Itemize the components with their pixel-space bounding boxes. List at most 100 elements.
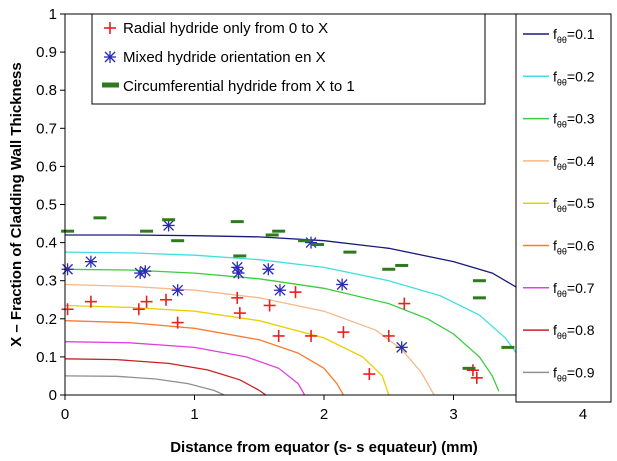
x-tick-label-3: 3 [449,406,457,423]
circumferential-point-17 [462,366,476,370]
curve-legend-symbol: f [553,238,557,254]
marker-legend-box [91,13,486,105]
curve-legend-entry-1: fθθ=0.2 [523,68,595,87]
radial-point-17 [470,371,483,384]
x-tick-label-0: 0 [61,406,69,423]
radial-point-9 [272,329,285,342]
circumferential-point-10 [311,243,325,247]
mixed-point-11 [336,278,349,291]
marker-legend-symbol-radial [104,22,116,34]
circumferential-point-8 [272,229,286,233]
dash-bar [233,254,247,258]
y-tick-label-10: 1 [49,6,57,23]
y-tick-label-6: 0.6 [36,158,57,175]
curve-legend-entry-6: fθθ=0.7 [523,280,595,299]
curve-legend-symbol: f [553,68,557,84]
mixed-point-12 [395,341,408,354]
marker-legend-entry-mixed: Mixed hydride orientation en X [104,49,326,66]
curve-legend-subscript: θθ [557,204,567,214]
circumferential-point-4 [171,239,185,243]
curve-legend-entry-2: fθθ=0.3 [523,111,595,130]
x-axis-title: Distance from equator (s- s equateur) (m… [170,439,478,456]
dash-bar [395,263,409,267]
radial-point-5 [171,316,184,329]
radial-point-7 [233,307,246,320]
marker-legend: Radial hydride only from 0 to X Mixed hyd… [91,13,486,105]
asterisk-stroke-d2 [396,341,408,353]
curve-legend-symbol: f [553,322,557,338]
curve-legend-subscript: θθ [557,373,567,383]
y-tick-label-3: 0.3 [36,273,57,290]
mixed-point-1 [84,255,97,268]
dash-bar [265,233,279,237]
circumferential-point-15 [472,296,486,300]
curve-legend-symbol: f [553,153,557,169]
mixed-point-0 [61,263,74,276]
curve-legend-entry-4: fθθ=0.5 [523,195,595,214]
mixed-point-10 [305,236,318,249]
radial-point-11 [305,329,318,342]
marker-legend-label-mixed: Mixed hydride orientation en X [123,49,326,66]
curve-legend-entry-0: fθθ=0.1 [523,26,595,45]
curve-legend-label-2: fθθ=0.3 [553,111,595,130]
curve-legend-value: =0.2 [567,68,595,84]
curve-8 [64,375,225,396]
marker-legend-label-radial: Radial hydride only from 0 to X [123,20,328,37]
dash-bar [61,229,75,233]
asterisk-stroke-d2 [85,256,97,268]
curve-legend-value: =0.7 [567,280,595,296]
curve-legend-label-3: fθθ=0.4 [553,153,595,172]
curve-7 [64,358,267,396]
dash-bar [93,216,107,220]
circumferential-point-9 [298,239,312,243]
y-tick-label-0: 0 [49,387,57,404]
radial-point-2 [132,303,145,316]
curve-2 [64,268,500,392]
dash-bar [472,279,486,283]
curve-legend-subscript: θθ [557,77,567,87]
curve-legend-symbol: f [553,111,557,127]
dash-bar [162,218,176,222]
asterisk-stroke-d2 [262,263,274,275]
asterisk-stroke-d2 [305,237,317,249]
curve-legend-subscript: θθ [557,120,567,130]
circumferential-point-11 [343,250,357,254]
dash-bar [343,250,357,254]
marker-legend-symbol-circumferential [102,82,119,88]
y-tick-label-2: 0.2 [36,311,57,328]
asterisk-stroke-d2 [163,219,175,231]
curve-legend-entry-3: fθθ=0.4 [523,153,595,172]
y-tick-label-4: 0.4 [36,235,57,252]
curve-legend-subscript: θθ [557,247,567,257]
radial-point-8 [263,299,276,312]
curve-5 [64,320,344,396]
asterisk-stroke-d2 [336,279,348,290]
circumferential-point-14 [472,279,486,283]
x-tick-label-4: 4 [579,406,587,423]
radial-point-6 [231,291,244,304]
circumferential-point-2 [140,229,154,233]
radial-point-1 [84,295,97,308]
y-axis-title: X – Fraction of Cladding Wall Thickness [8,62,25,347]
radial-point-0 [61,303,74,316]
curve-legend-entry-7: fθθ=0.8 [523,322,595,341]
curve-legend-value: =0.1 [567,26,595,42]
y-tick-label-7: 0.7 [36,120,57,137]
curve-legend-label-7: fθθ=0.8 [553,322,595,341]
asterisk-stroke-d2 [233,267,244,279]
curve-legend: fθθ=0.1fθθ=0.2fθθ=0.3fθθ=0.4fθθ=0.5fθθ=0… [515,13,612,403]
dash-bar [171,239,185,243]
circumferential-point-1 [93,216,107,220]
marker-layer [61,216,515,384]
dash-bar [298,239,312,243]
curve-legend-value: =0.6 [567,238,595,254]
curve-legend-label-6: fθθ=0.7 [553,280,595,299]
curve-legend-subscript: θθ [557,289,567,299]
curve-legend-symbol: f [553,195,557,211]
mixed-point-5 [171,284,184,297]
curve-legend-value: =0.4 [567,153,595,169]
curve-legend-value: =0.3 [567,111,595,127]
asterisk-stroke-d2 [274,284,286,296]
circumferential-point-12 [382,267,396,271]
